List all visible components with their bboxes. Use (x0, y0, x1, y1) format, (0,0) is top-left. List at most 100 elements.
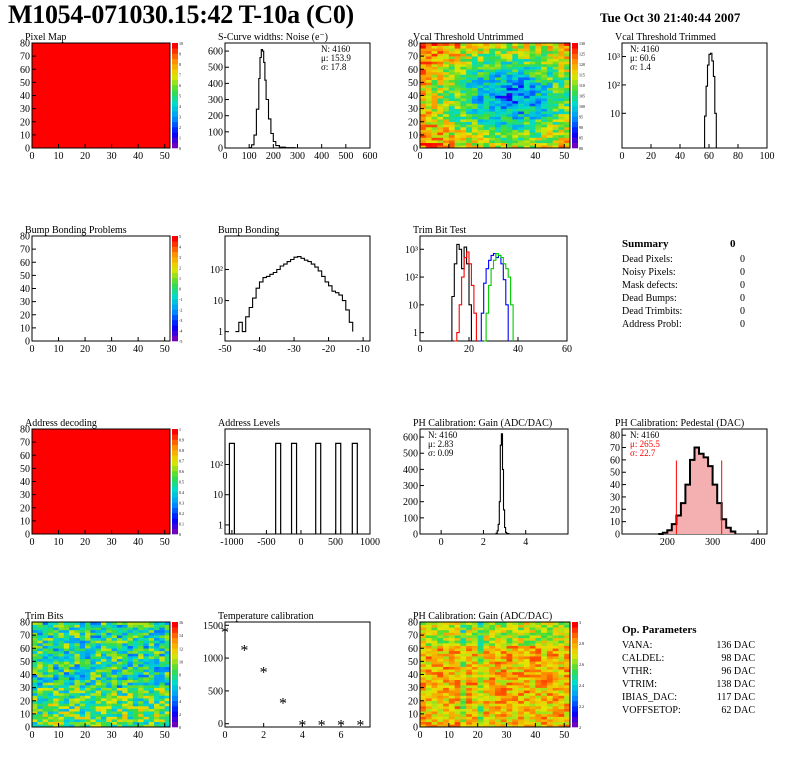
y-tick-label: 300 (403, 481, 418, 492)
x-tick-label: 300 (705, 537, 720, 548)
color-palette: -5 -4 -3 -2 -1 0 1 2 3 4 5 (172, 234, 182, 344)
y-tick-label: 80 (408, 39, 418, 50)
y-tick-label: 40 (20, 91, 30, 102)
palette-tick-label: 0 (179, 146, 181, 151)
x-tick-label: 10 (54, 344, 64, 355)
y-tick-label: 10 (610, 109, 620, 120)
x-tick-label: 40 (133, 344, 143, 355)
y-tick-label: 100 (208, 127, 223, 138)
x-tick-label: 10 (54, 730, 64, 741)
x-tick-label: 1000 (360, 537, 380, 548)
axes: 0 2 4 6 0 500 1000 1500 (203, 621, 344, 741)
palette-tick-label: -2 (179, 308, 182, 313)
x-tick-label: 10 (444, 151, 454, 162)
y-tick-label: 40 (20, 477, 30, 488)
axes: -50 -40 -30 -20 -10 1 10 10² (210, 265, 370, 355)
x-tick-label: 0 (620, 151, 625, 162)
series-0 (658, 446, 737, 535)
x-tick-label: 40 (530, 151, 540, 162)
x-tick-label: 20 (464, 344, 474, 355)
x-tick-label: 0 (418, 151, 423, 162)
palette-tick-label: -5 (179, 339, 182, 344)
palette-tick-label: 0.6 (179, 469, 184, 474)
x-tick-label: 0 (30, 344, 35, 355)
palette-tick-label: 110 (579, 83, 585, 88)
y-tick-label: 40 (610, 480, 620, 491)
y-tick-label: 20 (20, 696, 30, 707)
address-peak (228, 442, 236, 534)
page-title: M1054-071030.15:42 T-10a (C0) (8, 0, 354, 29)
op-param-value: 136 DAC (716, 640, 755, 651)
y-tick-label: 30 (20, 104, 30, 115)
color-palette: 80 85 90 95 100 105 110 115 120 125 130 (572, 41, 585, 151)
panel-address-decoding: Address decoding 0 0.1 0.2 0.3 0.4 0.5 0.6 0.7 0.… (20, 418, 184, 548)
y-tick-label: 10³ (405, 245, 418, 256)
stat-2: σ: 1.4 (630, 62, 651, 72)
y-tick-label: 30 (408, 104, 418, 115)
summary-label: Address Probl: (622, 319, 682, 330)
panel-vcal-untrimmed: Vcal Threshold Untrimmed8085909510010511… (408, 32, 585, 162)
palette-tick-label: 4 (179, 699, 181, 704)
x-tick-label: 30 (107, 730, 117, 741)
palette-tick-label: 6 (179, 686, 181, 691)
y-tick-label: 400 (403, 465, 418, 476)
scatter-point: * (337, 718, 345, 735)
y-tick-label: 60 (610, 455, 620, 466)
axes: 0 100 200 300 400 500 600 0 100 200 300 400 500 600 (208, 47, 378, 162)
chart-title: Address decoding (25, 418, 97, 429)
axes: -1000 -500 0 500 1000 1 10 10² (210, 460, 380, 548)
palette-tick-label: 0.4 (179, 490, 184, 495)
x-tick-label: 0 (223, 730, 228, 741)
palette-tick-label: 8 (179, 673, 181, 678)
heatmap-cells (32, 429, 170, 534)
x-tick-label: 40 (513, 344, 523, 355)
x-tick-label: 10 (54, 537, 64, 548)
chart-title: Trim Bits (25, 611, 63, 622)
stat-2: σ: 17.8 (321, 62, 347, 72)
y-tick-label: 30 (20, 490, 30, 501)
scatter-point: * (318, 718, 326, 735)
series-2 (478, 253, 509, 342)
address-peak (351, 442, 358, 534)
x-tick-label: 100 (760, 151, 775, 162)
palette-tick-label: 0 (179, 532, 181, 537)
y-tick-label: 300 (208, 95, 223, 106)
y-tick-label: 20 (610, 505, 620, 516)
y-tick-label: 600 (403, 433, 418, 444)
summary-label: Dead Bumps: (622, 293, 677, 304)
summary-title: Summary (622, 238, 669, 250)
y-tick-label: 10 (408, 709, 418, 720)
x-tick-label: -30 (287, 344, 300, 355)
x-tick-label: 0 (418, 344, 423, 355)
x-tick-label: 0 (223, 151, 228, 162)
page-date: Tue Oct 30 21:40:44 2007 (600, 10, 741, 25)
palette-tick-label: 130 (579, 41, 585, 46)
x-tick-label: 20 (80, 730, 90, 741)
y-tick-label: 50 (20, 78, 30, 89)
palette-tick-label: 100 (579, 104, 585, 109)
stat-0: N: 4160 (630, 44, 660, 54)
y-tick-label: 0 (413, 144, 418, 155)
x-tick-label: 500 (328, 537, 343, 548)
chart-title: Vcal Threshold Trimmed (615, 32, 716, 43)
y-tick-label: 500 (208, 63, 223, 74)
y-tick-label: 10² (405, 273, 418, 284)
x-tick-label: 50 (160, 151, 170, 162)
y-tick-label: 70 (408, 631, 418, 642)
palette-tick-label: 0 (179, 287, 181, 292)
x-tick-label: -1000 (220, 537, 243, 548)
y-tick-label: 10 (408, 130, 418, 141)
scatter-point: * (260, 665, 268, 682)
x-tick-label: 30 (107, 344, 117, 355)
plot-frame (224, 428, 371, 535)
op-param-label: CALDEL: (622, 653, 664, 664)
chart-title: S-Curve widths: Noise (e⁻) (218, 32, 328, 43)
y-tick-label: 40 (408, 670, 418, 681)
palette-tick-label: 3 (179, 255, 181, 260)
